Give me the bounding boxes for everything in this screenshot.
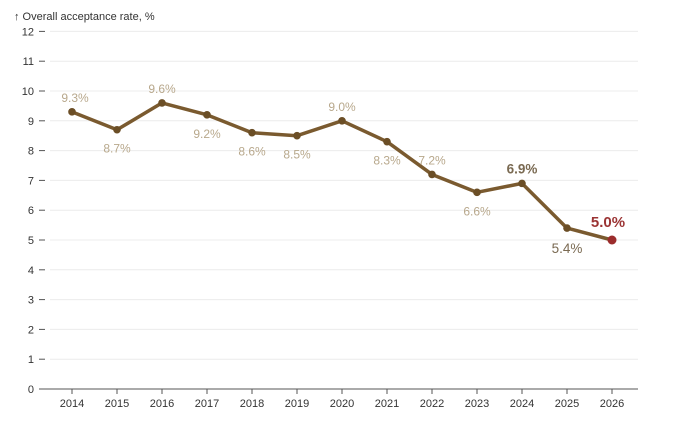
gridlines xyxy=(50,30,638,360)
data-label: 8.3% xyxy=(373,154,401,168)
y-axis-title: ↑ Overall acceptance rate, % xyxy=(14,11,155,23)
y-tick-label: 5 xyxy=(28,235,34,247)
y-tick-label: 8 xyxy=(28,146,34,158)
y-tick-label: 10 xyxy=(22,86,34,98)
x-tick-label: 2026 xyxy=(600,398,624,410)
x-axis: 2014 2015 2016 2017 2018 2019 2020 2021 2022 2023… xyxy=(44,388,638,410)
data-label-highlight: 5.0% xyxy=(591,214,625,231)
x-tick-label: 2023 xyxy=(465,398,489,410)
y-tick-label: 3 xyxy=(28,295,34,307)
data-point xyxy=(158,99,166,107)
data-point xyxy=(293,131,301,140)
data-label: 9.6% xyxy=(148,82,176,96)
y-tick-label: 11 xyxy=(23,56,34,68)
data-label: 7.2% xyxy=(418,153,446,167)
data-point xyxy=(563,224,571,232)
data-label: 8.6% xyxy=(238,145,266,159)
x-tick-label: 2019 xyxy=(285,398,309,410)
y-tick-label: 0 xyxy=(28,384,34,396)
x-tick-label: 2014 xyxy=(60,398,84,410)
x-tick-label: 2016 xyxy=(150,398,174,410)
data-label: 6.6% xyxy=(463,204,491,218)
data-point xyxy=(428,170,436,179)
data-label: 9.2% xyxy=(193,127,221,141)
y-tick-label: 7 xyxy=(28,175,34,187)
data-label: 8.7% xyxy=(103,142,131,156)
data-point xyxy=(68,108,76,116)
y-tick-label: 4 xyxy=(28,265,34,277)
data-point xyxy=(383,137,391,146)
y-tick-label: 2 xyxy=(28,324,34,336)
data-point xyxy=(473,188,481,197)
data-label: 5.4% xyxy=(552,241,583,256)
data-point xyxy=(338,117,346,125)
y-tick-label: 6 xyxy=(28,205,34,217)
x-tick-label: 2021 xyxy=(375,398,399,410)
data-point xyxy=(248,128,256,137)
y-tick-label: 9 xyxy=(28,116,34,128)
x-tick-label: 2018 xyxy=(240,398,264,410)
data-label: 9.0% xyxy=(328,100,356,114)
x-tick-label: 2020 xyxy=(330,398,354,410)
series-acceptance-rate xyxy=(68,99,617,245)
y-tick-label: 12 xyxy=(22,26,34,38)
x-tick-label: 2022 xyxy=(420,398,444,410)
y-tick-label: 1 xyxy=(28,354,34,366)
x-tick-label: 2024 xyxy=(510,398,534,410)
x-tick-label: 2015 xyxy=(105,398,129,410)
x-tick-label: 2017 xyxy=(195,398,219,410)
data-point xyxy=(113,125,121,134)
data-labels: 9.3% 8.7% 9.6% 9.2% 8.6% 8.5% 9.0% 8.3% 7.2% 6.6%… xyxy=(61,82,625,256)
data-label: 9.3% xyxy=(61,91,89,105)
data-point-highlight xyxy=(607,235,617,245)
x-tick-label: 2025 xyxy=(555,398,579,410)
data-label: 6.9% xyxy=(507,161,538,176)
data-point xyxy=(518,179,526,188)
data-label: 8.5% xyxy=(283,148,311,162)
data-point xyxy=(203,111,211,119)
